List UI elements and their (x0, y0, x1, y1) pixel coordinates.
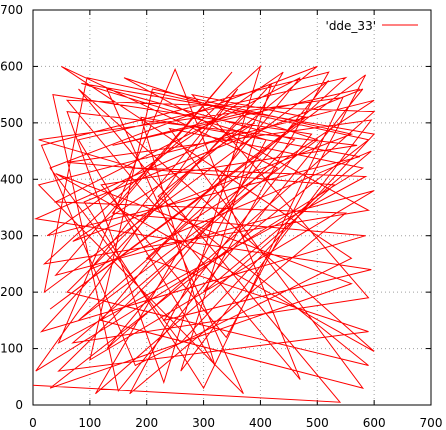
x-tick-label: 700 (420, 416, 443, 430)
y-tick-label: 300 (0, 229, 23, 243)
series-group (32, 64, 376, 403)
legend-label: 'dde_33' (326, 19, 376, 33)
x-tick-label: 0 (29, 416, 37, 430)
y-tick-label: 0 (15, 398, 23, 412)
y-tick-labels: 0 100 200 300 400 500 600 700 (0, 3, 23, 412)
x-tick-labels: 0 100 200 300 400 500 600 700 (29, 416, 442, 430)
y-tick-label: 400 (0, 172, 23, 186)
y-tick-label: 200 (0, 285, 23, 299)
x-tick-label: 100 (78, 416, 101, 430)
plot-frame (32, 9, 432, 406)
x-tick-label: 200 (135, 416, 158, 430)
x-tick-label: 500 (306, 416, 329, 430)
x-tick-label: 400 (249, 416, 272, 430)
y-tick-label: 600 (0, 59, 23, 73)
series-line (32, 64, 376, 403)
legend: 'dde_33' (326, 19, 418, 33)
x-tick-label: 300 (192, 416, 215, 430)
x-tick-label: 600 (363, 416, 386, 430)
y-tick-label: 700 (0, 3, 23, 17)
y-tick-label: 500 (0, 116, 23, 130)
y-tick-label: 100 (0, 342, 23, 356)
